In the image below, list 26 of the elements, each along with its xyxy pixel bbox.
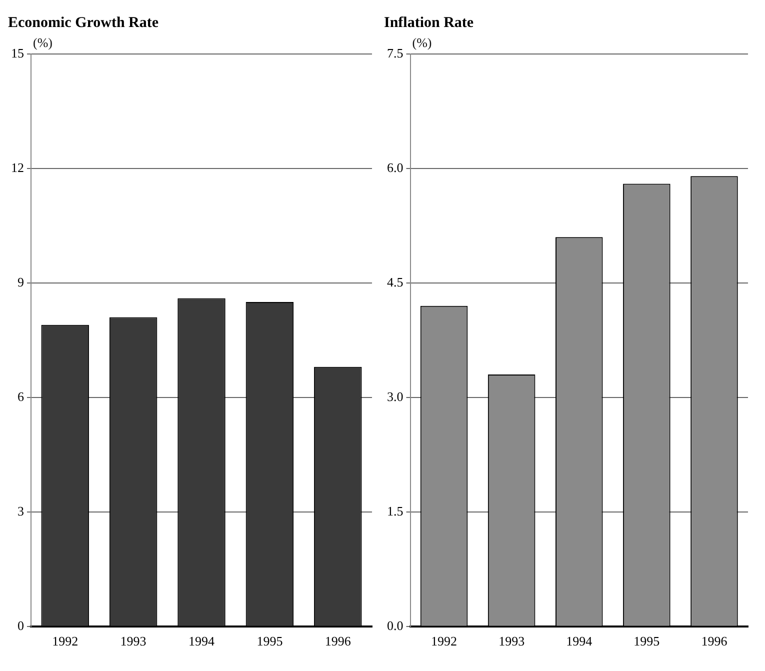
x-tick-label: 1996 <box>324 634 352 649</box>
y-tick-label: 3.0 <box>387 388 404 404</box>
y-tick-label: 6.0 <box>387 160 404 175</box>
y-tick-label: 0.0 <box>387 618 404 633</box>
x-tick-label: 1993 <box>120 634 146 649</box>
y-tick-label: 3 <box>18 503 24 518</box>
x-tick-label: 1992 <box>52 634 78 649</box>
y-axis-title: (%) <box>33 34 52 50</box>
chart-title: Inflation Rate <box>384 14 474 31</box>
y-axis-title: (%) <box>412 34 432 50</box>
x-tick-label: 1993 <box>498 634 525 649</box>
y-tick-label: 0 <box>18 618 24 633</box>
x-tick-label: 1995 <box>256 634 283 649</box>
y-tick-label: 4.5 <box>387 274 404 290</box>
chart-title: Economic Growth Rate <box>8 14 159 31</box>
y-tick-label: 9 <box>18 274 24 290</box>
y-tick-label: 15 <box>11 45 24 60</box>
x-tick-label: 1992 <box>431 634 458 649</box>
x-tick-label: 1996 <box>701 634 728 649</box>
y-tick-label: 12 <box>11 160 24 175</box>
x-tick-label: 1994 <box>188 634 215 649</box>
y-tick-label: 1.5 <box>387 503 404 518</box>
x-tick-label: 1994 <box>566 634 593 649</box>
y-tick-label: 7.5 <box>387 45 404 60</box>
x-tick-label: 1995 <box>634 634 660 649</box>
y-tick-label: 6 <box>18 388 24 404</box>
